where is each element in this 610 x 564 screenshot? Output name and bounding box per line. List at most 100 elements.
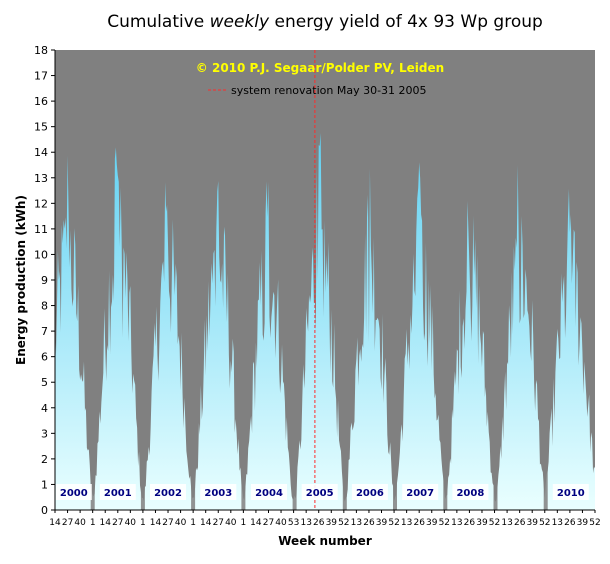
x-tick-label: 13 xyxy=(501,518,512,528)
x-tick-label: 39 xyxy=(526,518,538,528)
y-tick-label: 3 xyxy=(41,427,48,440)
year-label-text: 2007 xyxy=(406,488,434,499)
x-tick-label: 39 xyxy=(426,518,438,528)
year-label-box xyxy=(55,484,92,500)
x-tick-label: 40 xyxy=(225,518,237,528)
y-tick-label: 15 xyxy=(34,121,48,134)
year-label-text: 2003 xyxy=(204,488,232,499)
x-tick-label: 14 xyxy=(200,518,212,528)
y-tick-label: 4 xyxy=(41,402,48,415)
year-separator-2004 xyxy=(241,50,246,510)
x-tick-label: 13 xyxy=(300,518,311,528)
y-tick-label: 13 xyxy=(34,172,48,185)
y-tick-label: 6 xyxy=(41,351,48,364)
x-tick-label: 13 xyxy=(451,518,462,528)
year-label-text: 2002 xyxy=(154,488,182,499)
year-label-box xyxy=(452,484,489,500)
year-label-text: 2001 xyxy=(104,488,132,499)
y-tick-label: 0 xyxy=(41,504,48,517)
chart-title-part-3: energy yield of 4x 93 Wp group xyxy=(269,12,543,32)
x-tick-label: 27 xyxy=(162,518,173,528)
x-tick-layer: 14 27 40 1 14 27 40 1 14 27 40 1 14 27 40 1 14 27 40 53 13 26… xyxy=(49,510,601,528)
year-label-2000: 2000 xyxy=(55,484,92,500)
y-axis-label: Energy production (kWh) xyxy=(14,195,28,365)
year-label-text: 2004 xyxy=(255,488,283,499)
chart-title: Cumulative weekly energy yield of 4x 93 … xyxy=(107,12,543,32)
y-tick-label: 12 xyxy=(34,197,48,210)
year-label-2004: 2004 xyxy=(251,484,287,500)
x-tick-label: 39 xyxy=(376,518,388,528)
year-label-box xyxy=(351,484,388,500)
year-separator-2002 xyxy=(140,50,145,510)
y-tick-label: 5 xyxy=(41,376,48,389)
year-label-2005: 2005 xyxy=(301,484,338,500)
year-separator-layer xyxy=(90,50,548,510)
x-tick-label: 40 xyxy=(275,518,287,528)
year-label-2001: 2001 xyxy=(99,484,136,500)
year-label-2002: 2002 xyxy=(150,484,186,500)
year-label-2007: 2007 xyxy=(402,484,439,500)
x-tick-label: 40 xyxy=(175,518,187,528)
x-tick-label: 27 xyxy=(112,518,123,528)
x-tick-label: 52 xyxy=(489,518,500,528)
x-tick-label: 1 xyxy=(90,518,96,528)
y-tick-label: 18 xyxy=(34,44,48,57)
year-separator-2007 xyxy=(393,50,397,510)
year-label-text: 2000 xyxy=(60,488,88,499)
x-tick-label: 40 xyxy=(74,518,86,528)
x-tick-label: 14 xyxy=(150,518,162,528)
x-tick-label: 26 xyxy=(464,518,476,528)
x-tick-label: 13 xyxy=(401,518,412,528)
year-label-box xyxy=(251,484,287,500)
year-label-box xyxy=(552,484,589,500)
year-label-2008: 2008 xyxy=(452,484,489,500)
year-label-text: 2008 xyxy=(456,488,484,499)
y-tick-label: 9 xyxy=(41,274,48,287)
x-tick-label: 52 xyxy=(589,518,600,528)
year-label-box xyxy=(200,484,237,500)
y-tick-label: 1 xyxy=(41,478,48,491)
x-tick-label: 13 xyxy=(552,518,563,528)
y-tick-label: 17 xyxy=(34,70,48,83)
y-tick-label: 14 xyxy=(34,146,48,159)
y-tick-label: 8 xyxy=(41,300,48,313)
year-separator-2008 xyxy=(443,50,448,510)
x-tick-label: 40 xyxy=(125,518,137,528)
year-separator-2003 xyxy=(191,50,196,510)
x-tick-label: 52 xyxy=(539,518,550,528)
chart-title-part-2: weekly xyxy=(210,12,270,32)
year-label-box xyxy=(301,484,338,500)
x-tick-label: 26 xyxy=(413,518,425,528)
x-tick-label: 52 xyxy=(439,518,450,528)
year-label-2003: 2003 xyxy=(200,484,237,500)
x-tick-label: 14 xyxy=(99,518,111,528)
y-tick-label: 16 xyxy=(34,95,48,108)
area-layer xyxy=(55,132,595,510)
year-separator-2001 xyxy=(90,50,95,510)
year-label-layer: 2000 2001 2002 2003 2004 2005 2006 2007 2008 2010 xyxy=(55,484,589,500)
y-tick-label: 11 xyxy=(34,223,48,236)
x-tick-label: 26 xyxy=(363,518,375,528)
year-label-box xyxy=(402,484,439,500)
x-tick-label: 14 xyxy=(250,518,262,528)
x-tick-label: 26 xyxy=(564,518,576,528)
x-tick-label: 13 xyxy=(351,518,362,528)
x-tick-label: 26 xyxy=(313,518,325,528)
copyright-text: © 2010 P.J. Segaar/Polder PV, Leiden xyxy=(196,61,444,75)
x-tick-label: 39 xyxy=(326,518,338,528)
x-tick-label: 27 xyxy=(62,518,73,528)
annotation: system renovation May 30-31 2005 xyxy=(208,50,427,510)
y-tick-label: 7 xyxy=(41,325,48,338)
year-label-text: 2010 xyxy=(557,488,585,499)
x-tick-label: 1 xyxy=(241,518,247,528)
y-tick-label: 2 xyxy=(41,453,48,466)
x-axis-label: Week number xyxy=(278,534,372,548)
x-tick-label: 1 xyxy=(140,518,146,528)
energy-area-series xyxy=(55,132,595,510)
x-tick-label: 14 xyxy=(49,518,61,528)
year-separator-2009 xyxy=(493,50,498,510)
year-label-box xyxy=(99,484,136,500)
